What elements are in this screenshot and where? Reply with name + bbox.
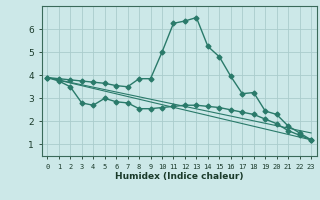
- X-axis label: Humidex (Indice chaleur): Humidex (Indice chaleur): [115, 172, 244, 181]
